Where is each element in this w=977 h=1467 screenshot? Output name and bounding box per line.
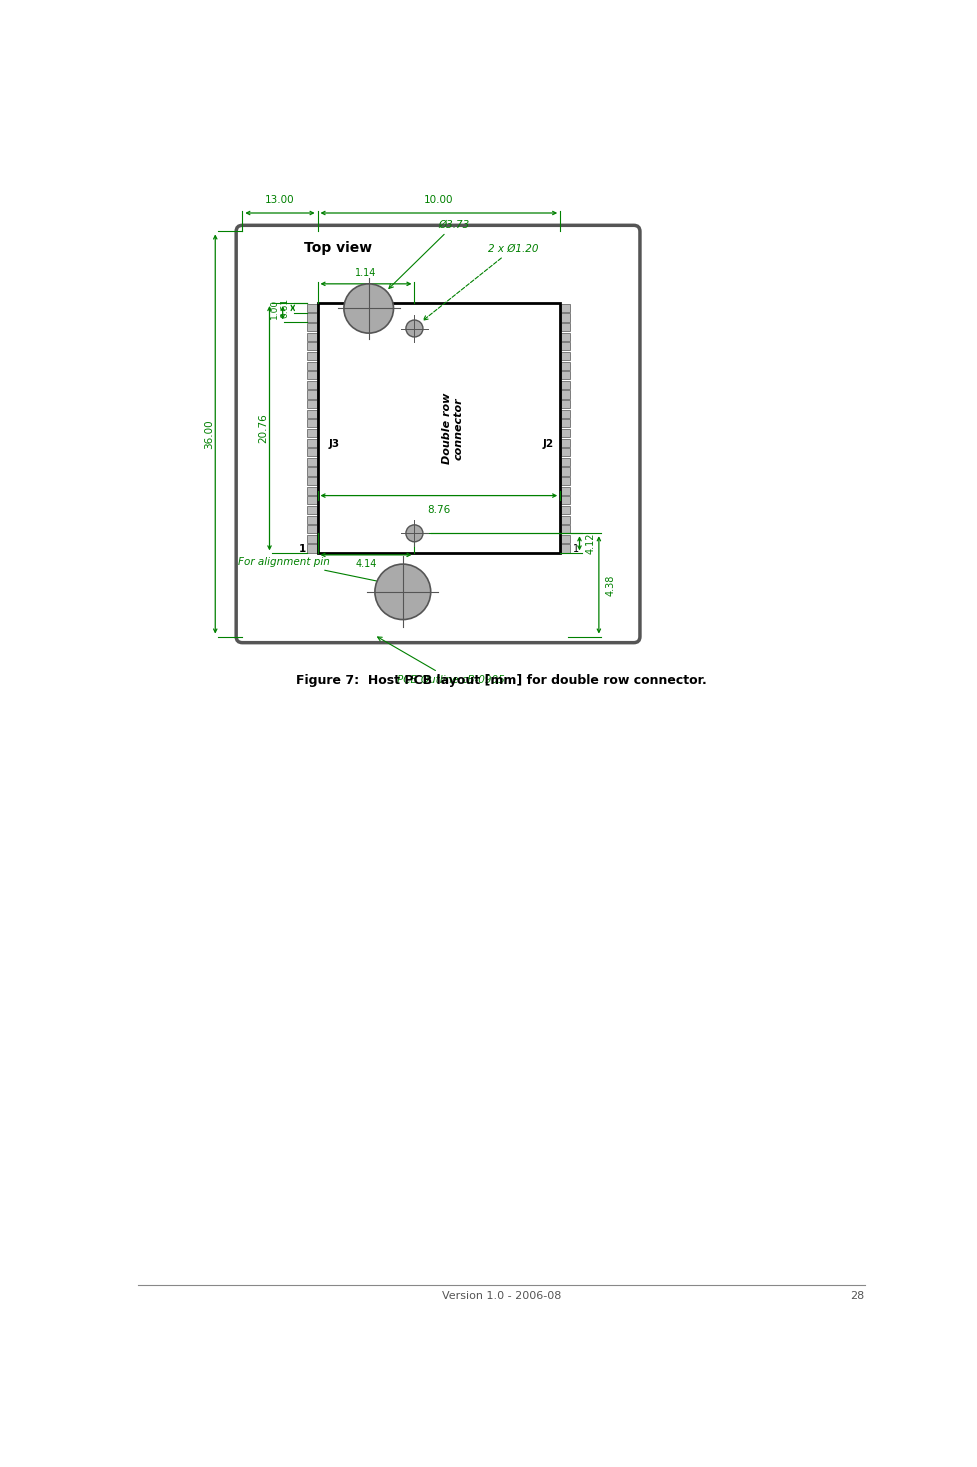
- Bar: [561, 458, 570, 467]
- FancyBboxPatch shape: [235, 226, 639, 643]
- Bar: [561, 439, 570, 446]
- Bar: [307, 352, 317, 359]
- Bar: [318, 304, 560, 553]
- Bar: [561, 409, 570, 418]
- Bar: [561, 352, 570, 359]
- Bar: [561, 544, 570, 553]
- Bar: [561, 304, 570, 312]
- Text: 28: 28: [850, 1291, 864, 1301]
- Bar: [307, 420, 317, 427]
- Text: 8.76: 8.76: [427, 505, 450, 515]
- Bar: [307, 468, 317, 475]
- Bar: [561, 420, 570, 427]
- Bar: [307, 371, 317, 380]
- Bar: [307, 304, 317, 312]
- Bar: [561, 428, 570, 437]
- Bar: [561, 381, 570, 389]
- Text: PCB Outline cB-0905: PCB Outline cB-0905: [377, 637, 504, 685]
- Text: J2: J2: [542, 439, 554, 449]
- Text: 0.61: 0.61: [279, 298, 288, 318]
- Ellipse shape: [344, 283, 393, 333]
- Text: 4.12: 4.12: [585, 533, 595, 555]
- Bar: [307, 390, 317, 399]
- Bar: [561, 525, 570, 534]
- Ellipse shape: [405, 525, 422, 541]
- Text: 13.00: 13.00: [265, 195, 294, 205]
- Text: 1: 1: [572, 544, 578, 553]
- Bar: [561, 333, 570, 340]
- Bar: [561, 390, 570, 399]
- Bar: [561, 506, 570, 513]
- Bar: [561, 535, 570, 543]
- Text: 2 x Ø1.20: 2 x Ø1.20: [423, 244, 538, 320]
- Bar: [307, 323, 317, 332]
- Text: 1.00: 1.00: [270, 299, 278, 318]
- Text: 10.00: 10.00: [424, 195, 453, 205]
- Bar: [561, 371, 570, 380]
- Bar: [307, 449, 317, 456]
- Bar: [561, 477, 570, 486]
- Ellipse shape: [405, 320, 422, 337]
- Text: 4.14: 4.14: [355, 559, 376, 569]
- Bar: [561, 468, 570, 475]
- Bar: [561, 400, 570, 408]
- Bar: [307, 544, 317, 553]
- Ellipse shape: [374, 565, 430, 619]
- Bar: [561, 342, 570, 351]
- Bar: [307, 361, 317, 370]
- Bar: [307, 381, 317, 389]
- Bar: [561, 314, 570, 321]
- Bar: [307, 515, 317, 524]
- Bar: [307, 342, 317, 351]
- Bar: [307, 409, 317, 418]
- Bar: [307, 333, 317, 340]
- Text: 36.00: 36.00: [204, 420, 214, 449]
- Bar: [561, 496, 570, 505]
- Bar: [307, 525, 317, 534]
- Bar: [307, 487, 317, 494]
- Text: Top view: Top view: [304, 242, 372, 255]
- Text: Double row
connector: Double row connector: [442, 393, 463, 464]
- Bar: [561, 361, 570, 370]
- Bar: [307, 428, 317, 437]
- Text: For alignment pin: For alignment pin: [238, 557, 385, 584]
- Bar: [307, 477, 317, 486]
- Bar: [561, 515, 570, 524]
- Bar: [561, 323, 570, 332]
- Text: 4.38: 4.38: [605, 574, 615, 596]
- Bar: [307, 496, 317, 505]
- Bar: [561, 449, 570, 456]
- Bar: [307, 314, 317, 321]
- Bar: [307, 458, 317, 467]
- Bar: [307, 439, 317, 446]
- Bar: [307, 535, 317, 543]
- Text: 1.14: 1.14: [355, 267, 376, 277]
- Bar: [307, 400, 317, 408]
- Bar: [561, 487, 570, 494]
- Text: Figure 7:  Host PCB layout [mm] for double row connector.: Figure 7: Host PCB layout [mm] for doubl…: [296, 673, 705, 687]
- Text: J3: J3: [328, 439, 340, 449]
- Bar: [307, 506, 317, 513]
- Text: 1: 1: [298, 544, 306, 553]
- Text: Ø3.73: Ø3.73: [389, 220, 469, 289]
- Text: Version 1.0 - 2006-08: Version 1.0 - 2006-08: [441, 1291, 561, 1301]
- Text: 20.76: 20.76: [258, 414, 268, 443]
